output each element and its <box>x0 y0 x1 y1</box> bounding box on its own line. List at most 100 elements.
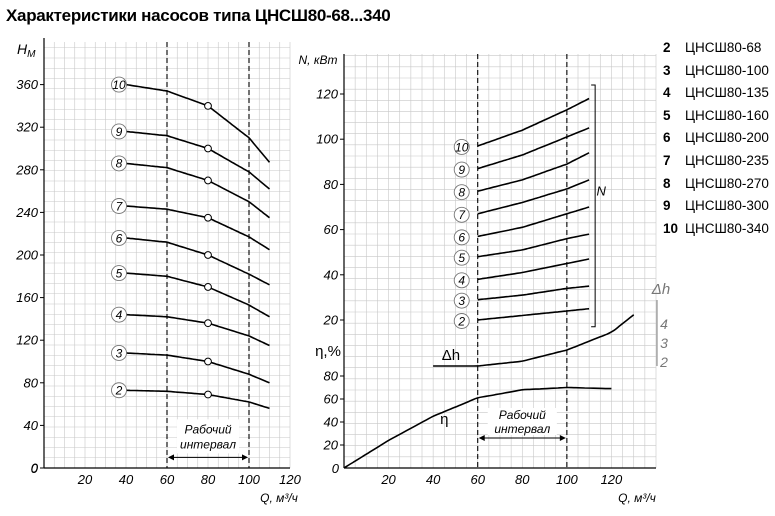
head-point-10 <box>204 102 212 110</box>
head-curve-3 <box>125 352 270 384</box>
legend-pump-name: ЦНСШ80-200 <box>685 130 769 146</box>
head-y-axis-label-sub: М <box>27 49 36 60</box>
legend-item-2: 2 ЦНСШ80-68 <box>663 37 773 60</box>
head-curve-label-5: 5 <box>111 265 127 282</box>
curve-label-text: 9 <box>116 125 123 139</box>
head-y-tick-label: 320 <box>16 120 38 135</box>
head-y-tick-label: 120 <box>16 333 38 348</box>
curve-label-circle <box>111 382 127 399</box>
head-curve-7 <box>125 205 270 251</box>
eta-curve-label: η <box>440 411 448 428</box>
power-y-tick-label: 80 <box>324 177 339 192</box>
head-grid <box>43 42 291 469</box>
curve-label-text: 5 <box>458 251 465 265</box>
power-y-tick-label: 120 <box>316 87 338 102</box>
curve-label-text: 3 <box>458 294 465 308</box>
legend-item-9: 9 ЦНСШ80-300 <box>663 195 773 218</box>
head-curve-4 <box>125 313 270 347</box>
legend-pump-name: ЦНСШ80-100 <box>685 62 769 78</box>
curve-label-text: 4 <box>116 308 123 322</box>
power-curve-label-6: 6 <box>453 229 470 246</box>
head-y-tick-label: 80 <box>24 375 39 390</box>
power-working-arrow-right <box>559 435 566 441</box>
power-curve-3 <box>477 285 590 301</box>
power-working-label-line1: Рабочий <box>499 408 546 422</box>
npsh-tick-label: 2 <box>659 354 668 370</box>
eta-y-tick-label: 20 <box>323 438 339 453</box>
curve-label-circle <box>453 229 470 246</box>
head-point-2 <box>204 390 212 399</box>
head-x-tick-label: 20 <box>77 472 93 487</box>
legend-item-6: 6 ЦНСШ80-200 <box>663 127 773 150</box>
head-working-label-line1: Рабочий <box>184 422 231 436</box>
legend-pump-name: ЦНСШ80-160 <box>685 107 769 123</box>
head-curve-label-3: 3 <box>111 345 127 361</box>
power-curve-9 <box>477 127 590 170</box>
power-efficiency-chart: 20 40 60 80 100 120 0 Q, м³/ч N, кВт 20 40 60 80 100 1… <box>299 53 671 505</box>
head-working-label-bg <box>177 419 239 454</box>
legend-pump-name: ЦНСШ80-135 <box>685 85 769 101</box>
legend-pump-name: ЦНСШ80-340 <box>685 220 769 236</box>
head-x-tick-label: 80 <box>201 472 216 487</box>
curve-label-circle <box>453 161 470 178</box>
legend-item-7: 7 ЦНСШ80-235 <box>663 150 773 173</box>
power-curve-4 <box>477 258 590 281</box>
curve-label-circle <box>453 206 470 223</box>
legend-number: 10 <box>663 220 679 236</box>
power-bracket-label: N <box>596 184 606 199</box>
curve-label-text: 7 <box>458 208 466 222</box>
head-y-tick-label: 360 <box>16 77 38 92</box>
power-curve-6 <box>477 206 590 238</box>
curve-label-text: 7 <box>116 199 124 213</box>
head-working-arrow-right <box>242 454 248 461</box>
legend-number: 5 <box>663 107 671 123</box>
head-y-axis-label-main: H <box>17 41 28 57</box>
power-origin-label: 0 <box>332 461 340 476</box>
power-y-tick-label: 60 <box>324 222 339 237</box>
curve-label-circle <box>453 313 470 329</box>
legend-number: 7 <box>663 152 671 168</box>
power-curve-5 <box>477 233 590 258</box>
head-point-9 <box>204 144 212 153</box>
power-curve-label-10: 10 <box>453 139 470 155</box>
legend-pump-name: ЦНСШ80-68 <box>685 40 762 55</box>
head-point-3 <box>204 357 212 366</box>
head-curve-label-2: 2 <box>111 382 127 399</box>
power-working-arrow-left <box>478 435 485 441</box>
head-curve-9 <box>125 130 271 190</box>
npsh-tick-label: 4 <box>660 316 668 332</box>
head-chart: 0 40 80 120 160 200 240 280 320 360 20 40 60 80 100 120… <box>15 38 302 505</box>
eta-y-tick-label: 40 <box>324 415 339 430</box>
legend-pump-name: ЦНСШ80-300 <box>685 198 769 214</box>
legend-item-4: 4 ЦНСШ80-135 <box>663 82 773 105</box>
power-x-tick-label: 120 <box>601 472 623 487</box>
power-curve-label-2: 2 <box>453 313 470 329</box>
head-curve-label-8: 8 <box>111 155 127 172</box>
curve-label-circle <box>453 292 470 309</box>
head-point-8 <box>204 176 212 185</box>
head-curve-label-6: 6 <box>111 230 127 246</box>
power-curve-label-7: 7 <box>453 206 470 223</box>
eta-y-tick-label: 80 <box>324 369 339 384</box>
curve-label-text: 9 <box>458 163 465 177</box>
legend-pump-name: ЦНСШ80-270 <box>685 175 769 191</box>
head-origin-label: 0 <box>31 461 39 476</box>
head-x-tick-label: 60 <box>160 472 175 487</box>
npsh-axis-label: Δh <box>651 281 670 298</box>
power-curve-8 <box>477 152 590 192</box>
power-bracket <box>591 84 596 328</box>
legend-item-3: 3 ЦНСШ80-100 <box>663 60 773 83</box>
legend-item-5: 5 ЦНСШ80-160 <box>663 105 773 128</box>
head-y-tick-label: 280 <box>15 162 38 177</box>
power-x-axis-label: Q, м³/ч <box>618 491 656 505</box>
head-curve-8 <box>125 162 270 219</box>
head-y-tick-label: 160 <box>16 290 38 305</box>
head-point-5 <box>204 283 212 291</box>
head-curve-10 <box>125 83 271 163</box>
head-point-4 <box>204 319 212 328</box>
power-y-tick-label: 40 <box>324 267 339 282</box>
legend-pump-name: ЦНСШ80-235 <box>685 152 769 168</box>
curve-label-circle <box>111 306 127 323</box>
legend-number: 9 <box>663 198 671 214</box>
